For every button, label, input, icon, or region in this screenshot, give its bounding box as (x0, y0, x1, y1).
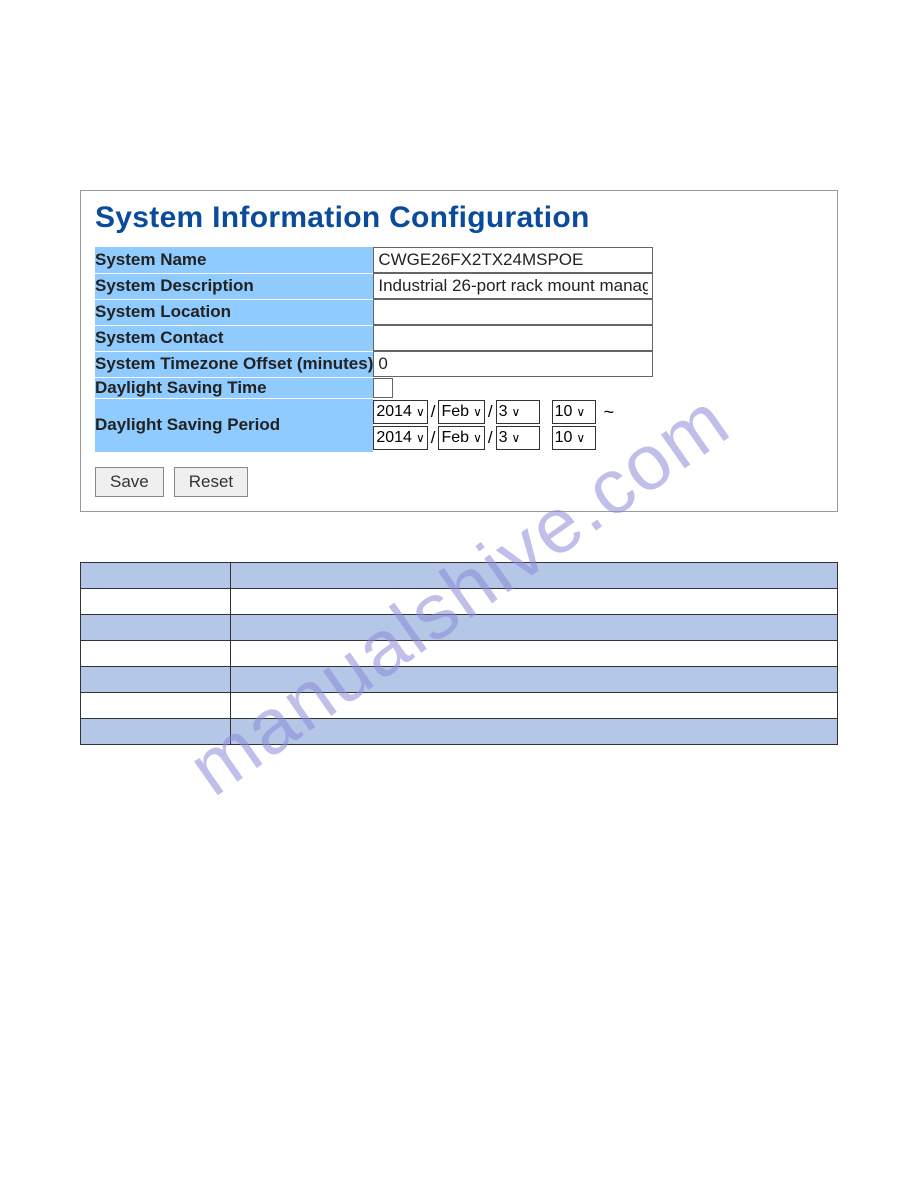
row-dst: Daylight Saving Time (95, 377, 653, 398)
slash-separator: / (488, 402, 493, 422)
row-system-contact: System Contact (95, 325, 653, 351)
doc-table-row (81, 718, 838, 744)
chevron-down-icon: ∨ (416, 431, 425, 445)
label-dst: Daylight Saving Time (95, 377, 373, 398)
doc-table-row (81, 692, 838, 718)
select-end-month[interactable]: Feb∨ (438, 426, 484, 450)
row-timezone-offset: System Timezone Offset (minutes) (95, 351, 653, 377)
dst-period-end: 2014∨ / Feb∨ / 3∨ 10∨ (373, 426, 653, 450)
select-end-hour[interactable]: 10∨ (552, 426, 596, 450)
checkbox-dst[interactable] (373, 378, 393, 398)
chevron-down-icon: ∨ (512, 431, 521, 445)
input-timezone-offset[interactable] (373, 351, 653, 377)
config-panel: System Information Configuration System … (80, 190, 838, 512)
page-container: System Information Configuration System … (0, 0, 918, 745)
dst-period-start: 2014∨ / Feb∨ / 3∨ 10∨ ~ (373, 400, 653, 424)
chevron-down-icon: ∨ (416, 405, 425, 419)
doc-table-row (81, 588, 838, 614)
label-dst-period: Daylight Saving Period (95, 398, 373, 452)
row-system-location: System Location (95, 299, 653, 325)
panel-title: System Information Configuration (95, 201, 823, 235)
row-dst-period: Daylight Saving Period 2014∨ / Feb∨ / 3∨… (95, 398, 653, 452)
row-system-name: System Name (95, 247, 653, 273)
chevron-down-icon: ∨ (512, 405, 521, 419)
slash-separator: / (488, 428, 493, 448)
chevron-down-icon: ∨ (576, 405, 585, 419)
reset-button[interactable]: Reset (174, 467, 248, 497)
select-end-year[interactable]: 2014∨ (373, 426, 427, 450)
doc-table-row (81, 562, 838, 588)
select-start-hour[interactable]: 10∨ (552, 400, 596, 424)
period-tilde: ~ (604, 402, 615, 423)
row-system-description: System Description (95, 273, 653, 299)
label-system-description: System Description (95, 273, 373, 299)
slash-separator: / (431, 428, 436, 448)
doc-table-row (81, 666, 838, 692)
label-timezone-offset: System Timezone Offset (minutes) (95, 351, 373, 377)
chevron-down-icon: ∨ (473, 405, 482, 419)
select-start-year[interactable]: 2014∨ (373, 400, 427, 424)
select-end-day[interactable]: 3∨ (496, 426, 540, 450)
slash-separator: / (431, 402, 436, 422)
select-start-month[interactable]: Feb∨ (438, 400, 484, 424)
label-system-name: System Name (95, 247, 373, 273)
config-table: System Name System Description System Lo… (95, 247, 653, 453)
input-system-name[interactable] (373, 247, 653, 273)
save-button[interactable]: Save (95, 467, 164, 497)
button-row: Save Reset (95, 467, 823, 497)
doc-table-row (81, 640, 838, 666)
label-system-location: System Location (95, 299, 373, 325)
doc-table (80, 562, 838, 745)
select-start-day[interactable]: 3∨ (496, 400, 540, 424)
chevron-down-icon: ∨ (576, 431, 585, 445)
label-system-contact: System Contact (95, 325, 373, 351)
input-system-description[interactable] (373, 273, 653, 299)
input-system-contact[interactable] (373, 325, 653, 351)
chevron-down-icon: ∨ (473, 431, 482, 445)
doc-table-row (81, 614, 838, 640)
input-system-location[interactable] (373, 299, 653, 325)
